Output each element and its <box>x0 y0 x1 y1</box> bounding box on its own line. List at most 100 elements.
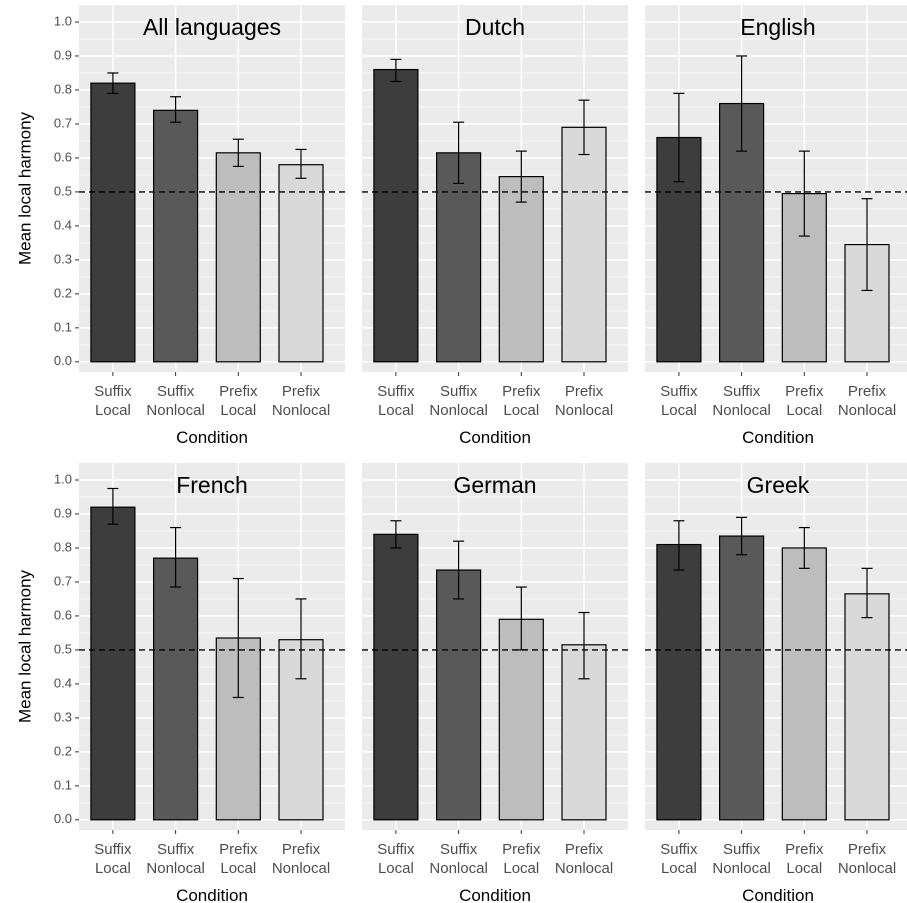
x-tick-label: Suffix <box>94 841 132 858</box>
panel-title: All languages <box>143 14 281 40</box>
y-tick-label: 0.8 <box>54 81 72 96</box>
y-tick-label: 0.1 <box>54 777 72 792</box>
y-tick-label: 0.5 <box>54 641 72 656</box>
x-axis-title: Condition <box>459 428 531 447</box>
x-tick-label: Local <box>95 402 131 419</box>
y-tick-label: 0.2 <box>54 285 72 300</box>
x-tick-label: Suffix <box>94 383 132 400</box>
y-tick-label: 0.5 <box>54 183 72 198</box>
x-tick-label: Nonlocal <box>838 402 896 419</box>
x-tick-label: Prefix <box>502 841 541 858</box>
x-tick-label: Suffix <box>440 383 478 400</box>
panel-title: English <box>740 14 815 40</box>
y-tick-label: 0.3 <box>54 709 72 724</box>
x-tick-label: Prefix <box>219 841 258 858</box>
x-tick-label: Suffix <box>723 841 761 858</box>
panel-title: German <box>453 472 536 498</box>
y-tick-label: 0.4 <box>54 675 72 690</box>
x-tick-label: Local <box>786 860 822 877</box>
x-tick-label: Suffix <box>377 841 415 858</box>
bar <box>436 152 482 363</box>
x-tick-label: Local <box>220 402 256 419</box>
y-tick-label: 0.8 <box>54 539 72 554</box>
x-tick-label: Prefix <box>502 383 541 400</box>
x-tick-label: Suffix <box>723 383 761 400</box>
y-tick-label: 0.0 <box>54 811 72 826</box>
bar <box>90 506 136 821</box>
x-axis-title: Condition <box>459 886 531 903</box>
x-tick-label: Suffix <box>660 841 698 858</box>
y-tick-label: 0.6 <box>54 149 72 164</box>
y-tick-label: 0.4 <box>54 217 72 232</box>
bar <box>373 533 419 821</box>
x-axis-title: Condition <box>176 428 248 447</box>
y-tick-label: 0.7 <box>54 573 72 588</box>
bar <box>781 547 827 821</box>
x-tick-label: Suffix <box>157 383 195 400</box>
x-tick-label: Local <box>503 860 539 877</box>
x-tick-label: Prefix <box>282 383 321 400</box>
bar <box>656 543 702 821</box>
bar <box>215 152 261 363</box>
x-tick-label: Local <box>378 402 414 419</box>
panel-title: Greek <box>747 472 810 498</box>
x-tick-label: Nonlocal <box>272 860 330 877</box>
y-tick-label: 0.1 <box>54 319 72 334</box>
x-tick-label: Prefix <box>785 841 824 858</box>
x-tick-label: Suffix <box>660 383 698 400</box>
x-tick-label: Prefix <box>785 383 824 400</box>
x-tick-label: Nonlocal <box>146 402 204 419</box>
bar <box>844 593 890 821</box>
x-axis-title: Condition <box>176 886 248 903</box>
bar <box>278 164 324 363</box>
bar <box>561 126 607 363</box>
x-tick-label: Nonlocal <box>712 402 770 419</box>
x-tick-label: Prefix <box>848 383 887 400</box>
x-tick-label: Local <box>95 860 131 877</box>
y-tick-label: 0.9 <box>54 505 72 520</box>
x-tick-label: Local <box>661 860 697 877</box>
x-tick-label: Nonlocal <box>712 860 770 877</box>
y-tick-label: 1.0 <box>54 471 72 486</box>
y-tick-label: 0.6 <box>54 607 72 622</box>
x-tick-label: Nonlocal <box>429 860 487 877</box>
x-tick-label: Local <box>378 860 414 877</box>
y-tick-label: 0.9 <box>54 47 72 62</box>
x-tick-label: Suffix <box>440 841 478 858</box>
x-tick-label: Nonlocal <box>429 402 487 419</box>
x-axis-title: Condition <box>742 428 814 447</box>
y-tick-label: 1.0 <box>54 13 72 28</box>
x-tick-label: Nonlocal <box>272 402 330 419</box>
x-tick-label: Nonlocal <box>555 860 613 877</box>
bar <box>781 192 827 363</box>
y-axis-title: Mean local harmony <box>15 111 34 265</box>
x-tick-label: Prefix <box>848 841 887 858</box>
x-tick-label: Prefix <box>219 383 258 400</box>
panel-title: French <box>176 472 248 498</box>
y-axis-title: Mean local harmony <box>15 569 34 723</box>
x-tick-label: Local <box>661 402 697 419</box>
x-tick-label: Nonlocal <box>555 402 613 419</box>
bar <box>498 176 544 363</box>
x-axis-title: Condition <box>742 886 814 903</box>
x-tick-label: Local <box>503 402 539 419</box>
bar <box>90 82 136 363</box>
x-tick-label: Prefix <box>282 841 321 858</box>
x-tick-label: Prefix <box>565 841 604 858</box>
panel-title: Dutch <box>465 14 525 40</box>
bar <box>153 557 199 821</box>
x-tick-label: Suffix <box>157 841 195 858</box>
bar <box>153 109 199 363</box>
x-tick-label: Local <box>786 402 822 419</box>
bar <box>373 68 419 363</box>
y-tick-label: 0.7 <box>54 115 72 130</box>
y-tick-label: 0.0 <box>54 353 72 368</box>
bar <box>436 569 482 821</box>
x-tick-label: Nonlocal <box>838 860 896 877</box>
x-tick-label: Suffix <box>377 383 415 400</box>
x-tick-label: Local <box>220 860 256 877</box>
x-tick-label: Nonlocal <box>146 860 204 877</box>
y-tick-label: 0.2 <box>54 743 72 758</box>
x-tick-label: Prefix <box>565 383 604 400</box>
